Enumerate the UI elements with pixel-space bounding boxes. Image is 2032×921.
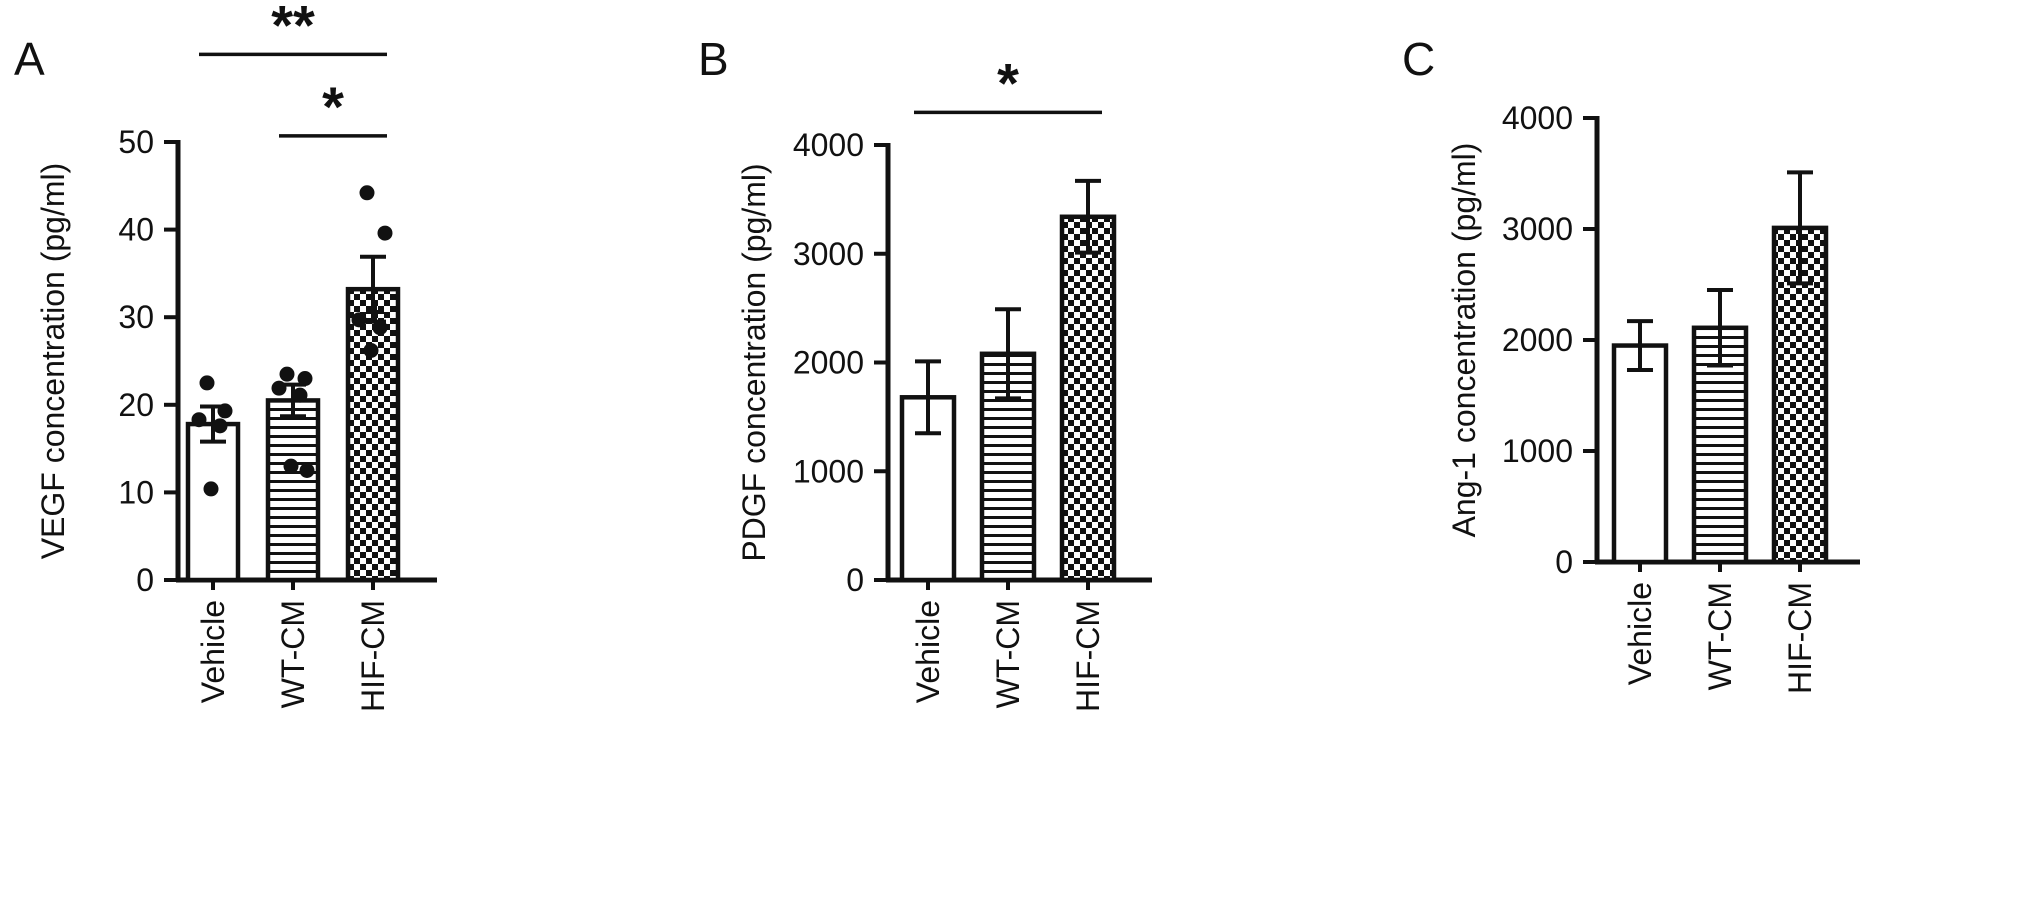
scatter-point bbox=[212, 418, 228, 434]
x-category-label: Vehicle bbox=[910, 600, 946, 703]
scatter-point bbox=[191, 412, 207, 428]
y-tick-label: 30 bbox=[118, 299, 154, 335]
bar-chart-ang1: 0 1000 2000 3000 4000 Ang-1 concentration (pg… bbox=[1446, 100, 1860, 694]
y-axis-title: VEGF concentration (pg/ml) bbox=[35, 163, 71, 560]
bar-vehicle bbox=[185, 421, 241, 583]
scatter-point bbox=[271, 380, 287, 396]
bar-chart-pdgf: 0 1000 2000 3000 4000 PDGF concentration (pg/… bbox=[736, 51, 1152, 712]
panel-b: B 0 1000 2000 3000 4000 PDGF concentration (p… bbox=[660, 0, 1340, 921]
panel-a: A 0 10 20 30 40 50 VEGF concentration (pg/ml) V… bbox=[0, 0, 660, 921]
x-category-label: Vehicle bbox=[1622, 582, 1658, 685]
y-tick-label: 40 bbox=[118, 212, 154, 248]
bar-hif-cm bbox=[345, 286, 401, 583]
significance-label: ** bbox=[271, 0, 315, 56]
scatter-point bbox=[199, 375, 215, 391]
y-tick-label: 50 bbox=[118, 124, 154, 160]
bar-wt-cm bbox=[265, 398, 321, 583]
y-tick-label: 3000 bbox=[793, 236, 864, 272]
y-tick-label: 20 bbox=[118, 387, 154, 423]
y-axis-title: PDGF concentration (pg/ml) bbox=[736, 163, 772, 561]
y-tick-label: 3000 bbox=[1502, 211, 1573, 247]
y-tick-label: 1000 bbox=[793, 453, 864, 489]
panel-label-b: B bbox=[698, 33, 729, 85]
scatter-point bbox=[217, 403, 233, 419]
y-tick-label: 1000 bbox=[1502, 433, 1573, 469]
y-tick-label: 2000 bbox=[1502, 322, 1573, 358]
scatter-point bbox=[279, 366, 295, 382]
panel-c: C 0 1000 2000 3000 4000 Ang-1 concentration (… bbox=[1340, 0, 2032, 921]
x-category-label: WT-CM bbox=[990, 600, 1026, 708]
y-tick-label: 0 bbox=[846, 562, 864, 598]
y-tick-label: 4000 bbox=[1502, 100, 1573, 136]
panel-label-c: C bbox=[1402, 33, 1436, 85]
x-category-label: WT-CM bbox=[275, 600, 311, 708]
scatter-point bbox=[377, 225, 393, 241]
y-tick-label: 0 bbox=[1555, 544, 1573, 580]
bar-vehicle bbox=[1611, 343, 1669, 565]
x-category-label: HIF-CM bbox=[1070, 600, 1106, 712]
scatter-point bbox=[203, 481, 219, 497]
scatter-point bbox=[359, 185, 375, 201]
x-category-label: HIF-CM bbox=[355, 600, 391, 712]
bar-chart-vegf: 0 10 20 30 40 50 VEGF concentration (pg/ml) Veh… bbox=[35, 0, 437, 712]
significance-label: * bbox=[997, 51, 1019, 114]
scatter-point bbox=[363, 342, 379, 358]
scatter-point bbox=[372, 320, 388, 336]
x-category-label: Vehicle bbox=[195, 600, 231, 703]
panel-label-a: A bbox=[14, 33, 45, 85]
x-category-label: HIF-CM bbox=[1782, 582, 1818, 694]
y-tick-label: 2000 bbox=[793, 345, 864, 381]
scatter-point bbox=[299, 463, 315, 478]
scatter-point bbox=[351, 312, 367, 328]
significance-label: * bbox=[322, 75, 344, 138]
y-axis-title: Ang-1 concentration (pg/ml) bbox=[1446, 143, 1482, 538]
y-tick-label: 4000 bbox=[793, 127, 864, 163]
scatter-point bbox=[292, 387, 308, 403]
x-category-label: WT-CM bbox=[1702, 582, 1738, 690]
bar-hif-cm bbox=[1059, 214, 1117, 583]
scatter-point bbox=[297, 371, 313, 387]
y-tick-label: 10 bbox=[118, 474, 154, 510]
scatter-point bbox=[283, 458, 299, 474]
y-tick-label: 0 bbox=[136, 562, 154, 598]
